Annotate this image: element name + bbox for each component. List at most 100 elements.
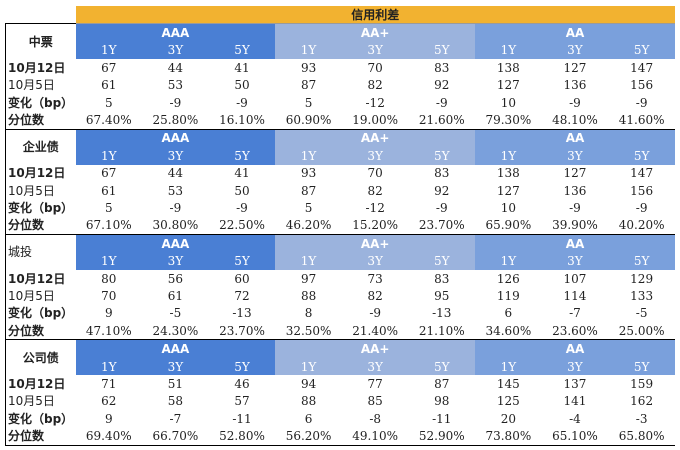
credit-spread-table: 信用利差 中票 AAA AA+ AA 1Y 3Y 5Y 1Y 3Y 5Y 1Y 3Y 5Y 10月12日 6… <box>5 6 675 446</box>
tenor-header: 5Y <box>408 252 476 270</box>
tenor-header: 1Y <box>475 41 542 60</box>
value-cell: 88 <box>300 394 317 409</box>
rating-group-header: AAA <box>75 234 276 253</box>
value-cell: -9 <box>169 200 182 215</box>
value-cell: 92 <box>434 183 450 198</box>
row-label: 10月5日 <box>5 76 76 94</box>
section-label: 企业债 <box>5 128 76 165</box>
value-cell: -12 <box>365 200 385 215</box>
value-cell: 34.60% <box>475 322 542 341</box>
row-label: 变化（bp） <box>5 304 76 323</box>
corner-cell <box>5 6 76 24</box>
tenor-header: 1Y <box>275 41 342 60</box>
value-cell: 21.10% <box>408 322 476 341</box>
value-cell: 67 <box>101 60 117 75</box>
value-cell: 114 <box>563 288 587 303</box>
row-label: 分位数 <box>5 322 76 341</box>
value-cell: -9 <box>169 95 182 110</box>
rating-group-header: AAA <box>75 129 276 148</box>
value-cell: 82 <box>367 78 383 93</box>
tenor-header: 1Y <box>75 252 143 270</box>
value-cell: 70 <box>367 166 383 181</box>
tenor-header: 1Y <box>475 147 542 165</box>
value-cell: 8 <box>304 306 313 321</box>
value-cell: 73 <box>367 271 383 286</box>
value-cell: 24.30% <box>142 322 209 341</box>
rating-group-header: AA+ <box>275 129 476 148</box>
value-cell: 21.40% <box>341 322 409 341</box>
tenor-header: 5Y <box>408 147 476 165</box>
value-cell: -4 <box>569 411 581 426</box>
data-row: 变化（bp） 9 -5 -13 8 -9 -13 6 -7 -5 <box>5 304 676 323</box>
value-cell: -9 <box>635 95 648 110</box>
value-cell: 83 <box>434 60 450 75</box>
value-cell: 94 <box>300 376 317 391</box>
value-cell: 73.80% <box>475 427 542 446</box>
value-cell: 50 <box>234 78 250 93</box>
tenor-header: 5Y <box>208 147 276 165</box>
value-cell: -9 <box>236 200 248 215</box>
tenor-header: 5Y <box>208 41 276 60</box>
section-header-row: 企业债 AAA AA+ AA <box>5 128 675 165</box>
value-cell: 23.60% <box>541 322 609 341</box>
row-label: 10月12日 <box>5 375 76 393</box>
value-cell: 98 <box>434 394 450 409</box>
value-cell: -13 <box>232 306 252 321</box>
section-header-row: 中票 AAA AA+ AA <box>5 23 675 60</box>
value-cell: 19.00% <box>341 111 409 130</box>
rating-group-header: AA <box>475 339 675 358</box>
rating-group-header: AA+ <box>275 234 476 253</box>
value-cell: 15.20% <box>341 216 409 236</box>
data-row: 10月5日 70 61 72 88 82 95 119 114 133 <box>5 287 676 305</box>
value-cell: 87 <box>300 78 317 93</box>
data-row: 10月5日 62 58 57 88 85 98 125 141 162 <box>5 392 676 410</box>
value-cell: 88 <box>300 288 317 303</box>
value-cell: -11 <box>232 411 252 426</box>
tenor-header: 1Y <box>275 147 342 165</box>
value-cell: 5 <box>304 95 313 110</box>
value-cell: 70 <box>367 60 383 75</box>
value-cell: 10 <box>500 200 516 215</box>
value-cell: 147 <box>630 166 654 181</box>
value-cell: 87 <box>300 183 317 198</box>
tenor-header: 3Y <box>541 41 609 60</box>
value-cell: 72 <box>234 288 250 303</box>
value-cell: 41 <box>234 166 250 181</box>
value-cell: 138 <box>496 60 520 75</box>
row-label: 分位数 <box>5 216 76 236</box>
value-cell: 125 <box>496 394 520 409</box>
value-cell: 46 <box>234 376 250 391</box>
value-cell: 61 <box>101 183 117 198</box>
tenor-header-row: 1Y 3Y 5Y 1Y 3Y 5Y 1Y 3Y 5Y <box>6 41 675 60</box>
value-cell: 9 <box>104 411 113 426</box>
value-cell: -9 <box>635 200 648 215</box>
value-cell: 6 <box>504 306 513 321</box>
value-cell: -9 <box>236 95 248 110</box>
row-label: 变化（bp） <box>5 93 76 112</box>
row-label: 10月12日 <box>5 164 76 182</box>
value-cell: 82 <box>367 183 383 198</box>
row-label: 10月5日 <box>5 392 76 410</box>
value-cell: -5 <box>635 306 648 321</box>
data-row: 10月12日 67 44 41 93 70 83 138 127 147 <box>5 59 676 77</box>
value-cell: 67 <box>101 166 117 181</box>
value-cell: 65.90% <box>475 216 542 236</box>
value-cell: 56 <box>167 271 184 286</box>
tenor-header: 3Y <box>541 147 609 165</box>
value-cell: 127 <box>563 60 587 75</box>
value-cell: 136 <box>563 183 587 198</box>
value-cell: 93 <box>300 166 317 181</box>
value-cell: 52.90% <box>408 427 476 446</box>
value-cell: 51 <box>167 376 184 391</box>
value-cell: 58 <box>167 394 184 409</box>
tenor-header-row: 1Y 3Y 5Y 1Y 3Y 5Y 1Y 3Y 5Y <box>6 147 675 165</box>
row-label: 分位数 <box>5 111 76 130</box>
value-cell: 61 <box>167 288 184 303</box>
value-cell: 127 <box>496 78 520 93</box>
data-row: 分位数 69.40% 66.70% 52.80% 56.20% 49.10% 52.90% 7… <box>5 427 675 446</box>
value-cell: 6 <box>304 411 313 426</box>
section-header-row: 城投 AAA AA+ AA <box>5 234 675 270</box>
value-cell: 39.90% <box>541 216 609 236</box>
rating-group-header: AAA <box>75 339 276 358</box>
value-cell: 97 <box>300 271 317 286</box>
